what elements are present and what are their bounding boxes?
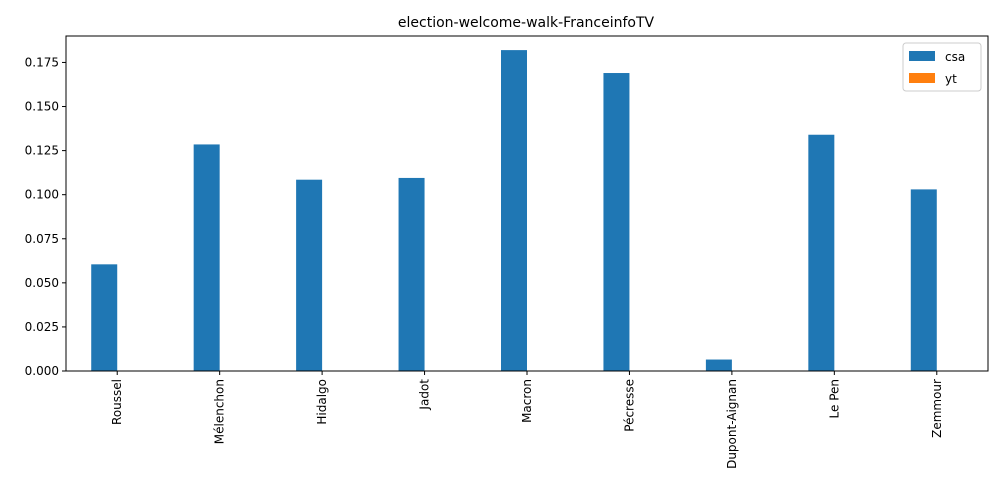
y-tick-label: 0.125 xyxy=(25,144,59,158)
bar-csa-6 xyxy=(705,359,732,371)
bar-csa-0 xyxy=(91,264,118,371)
bar-csa-5 xyxy=(603,73,630,372)
y-tick-label: 0.050 xyxy=(25,276,59,290)
y-tick-label: 0.175 xyxy=(25,55,59,69)
x-axis: Roussel Mélenchon Hidalgo Jadot Macron Pécres… xyxy=(110,371,944,469)
x-tick-label: Jadot xyxy=(418,379,432,411)
x-tick-label: Le Pen xyxy=(827,379,841,418)
bar-csa-4 xyxy=(501,50,527,372)
legend-swatch-csa xyxy=(909,51,935,61)
bar-csa-3 xyxy=(398,177,425,371)
x-tick-label: Pécresse xyxy=(622,379,636,432)
bar-csa-7 xyxy=(808,134,835,371)
y-tick-label: 0.150 xyxy=(25,100,59,114)
chart-title: election-welcome-walk-FranceinfoTV xyxy=(398,15,655,31)
legend-label-yt: yt xyxy=(945,72,957,86)
x-tick-label: Mélenchon xyxy=(213,379,227,444)
x-tick-label: Roussel xyxy=(110,379,124,425)
legend: csa yt xyxy=(902,42,982,92)
y-tick-label: 0.075 xyxy=(25,232,59,246)
bar-csa-1 xyxy=(193,144,220,371)
bar-csa-8 xyxy=(910,189,937,371)
x-tick-label: Macron xyxy=(520,379,534,423)
x-tick-label: Hidalgo xyxy=(315,379,329,425)
y-tick-label: 0.000 xyxy=(25,364,59,378)
x-tick-label: Zemmour xyxy=(930,379,944,438)
bar-csa-2 xyxy=(296,179,323,371)
y-tick-label: 0.100 xyxy=(25,188,59,202)
plot-area xyxy=(65,35,989,372)
y-axis: 0.000 0.025 0.050 0.075 0.100 0.125 0.150 0.175 xyxy=(25,55,66,378)
legend-box xyxy=(902,42,982,92)
legend-swatch-yt xyxy=(909,73,935,83)
x-tick-label: Dupont-Aignan xyxy=(725,379,739,469)
y-tick-label: 0.025 xyxy=(25,320,59,334)
legend-label-csa: csa xyxy=(945,50,965,64)
